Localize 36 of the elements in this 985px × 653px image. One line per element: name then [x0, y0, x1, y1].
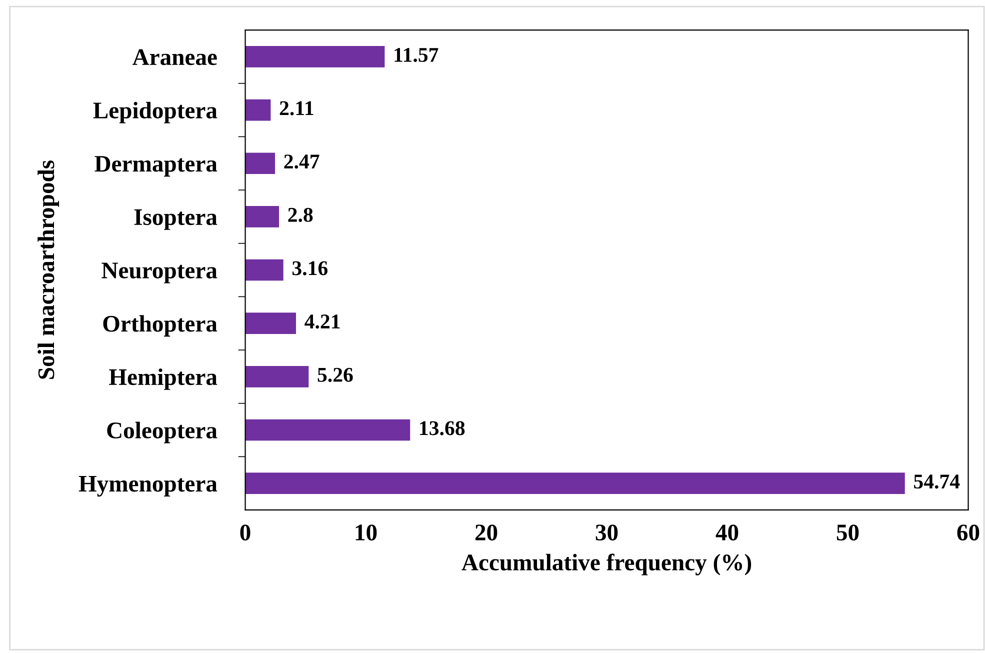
data-label: 4.21 — [304, 314, 340, 329]
data-label: 54.74 — [914, 474, 960, 489]
y-tick-label: Hemiptera — [109, 368, 218, 390]
x-tick-label: 60 — [957, 524, 980, 540]
x-axis-title: Accumulative frequency (%) — [462, 554, 752, 576]
bar — [245, 419, 410, 441]
y-tick-label: Isoptera — [134, 209, 218, 230]
x-tick-label: 30 — [596, 524, 618, 540]
x-tick-label: 50 — [836, 524, 859, 540]
x-tick-label: 40 — [716, 524, 738, 540]
bar — [245, 312, 296, 334]
x-tick-label: 0 — [240, 524, 250, 540]
data-label: 3.16 — [292, 261, 328, 276]
y-tick-label: Neuroptera — [102, 262, 218, 284]
data-label: 2.8 — [288, 208, 313, 222]
y-tick-label: Hymenoptera — [78, 476, 218, 497]
bar — [245, 366, 309, 388]
y-tick-label: Coleoptera — [107, 422, 218, 444]
x-tick-label: 20 — [475, 524, 498, 540]
data-label: 5.26 — [318, 368, 353, 382]
x-tick-label: 10 — [356, 524, 377, 540]
bar — [245, 259, 284, 281]
y-tick-label: Dermaptera — [94, 156, 218, 177]
bar — [245, 99, 271, 121]
y-axis-title: Soil macroarthropods — [38, 160, 60, 379]
bar — [245, 472, 905, 494]
data-label: 2.47 — [284, 154, 320, 169]
data-label: 2.11 — [280, 101, 314, 116]
bar — [245, 46, 385, 68]
y-tick-label: Orthoptera — [103, 315, 218, 337]
bar — [245, 152, 276, 174]
y-tick-label: Araneae — [132, 49, 217, 66]
y-tick-label: Lepidoptera — [93, 102, 218, 124]
data-label: 13.68 — [420, 421, 465, 436]
data-label: 11.57 — [394, 48, 438, 62]
bar — [245, 206, 280, 228]
